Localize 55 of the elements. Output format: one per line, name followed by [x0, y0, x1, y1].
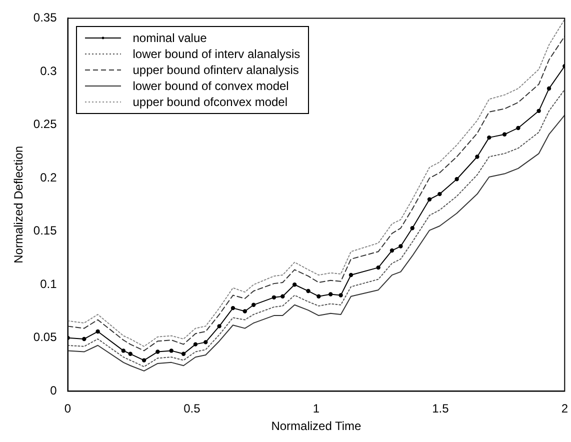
- point: [242, 309, 248, 314]
- x-tick-label: 2: [561, 402, 568, 416]
- point: [128, 352, 132, 356]
- legend-label: lower bound of interv alanalysis: [132, 46, 300, 62]
- point: [230, 306, 236, 310]
- point: [292, 282, 297, 287]
- point: [438, 192, 442, 196]
- x-tick-label: 0.5: [184, 402, 201, 416]
- point: [390, 248, 394, 253]
- point: [546, 86, 552, 91]
- point: [252, 302, 256, 307]
- point: [82, 336, 86, 342]
- y-tick-label: 0: [50, 384, 58, 398]
- point: [376, 265, 380, 270]
- point: [306, 288, 310, 294]
- legend-label: upper bound ofconvex model: [132, 94, 288, 110]
- x-tick-label: 1: [312, 402, 320, 416]
- point: [169, 348, 174, 353]
- y-tick-label: 0.3: [40, 64, 58, 78]
- legend-label: upper bound ofinterv alanalysis: [132, 62, 299, 78]
- point: [280, 294, 285, 298]
- point: [338, 293, 343, 298]
- point: [536, 108, 541, 114]
- point: [193, 342, 198, 346]
- y-tick-label: 0.35: [33, 10, 58, 25]
- y-axis-title: Normalized Deflection: [12, 146, 26, 264]
- legend-label: nominal value: [132, 30, 207, 46]
- x-tick-label: 0: [64, 402, 72, 416]
- legend-label: lower bound of convex model: [132, 78, 289, 94]
- point: [328, 292, 333, 296]
- point: [454, 177, 459, 182]
- point: [487, 135, 492, 140]
- point: [398, 244, 403, 248]
- point: [156, 350, 160, 354]
- point: [410, 226, 414, 230]
- point: [217, 324, 222, 328]
- point: [348, 272, 354, 278]
- point: [516, 126, 520, 130]
- y-tick-label: 0.05: [33, 330, 58, 344]
- point: [142, 358, 146, 362]
- point: [121, 348, 126, 353]
- y-tick-label: 0.1: [40, 276, 58, 291]
- x-axis-title: Normalized Time: [271, 419, 362, 434]
- point: [181, 352, 186, 356]
- point: [427, 197, 432, 202]
- y-tick-label: 0.2: [40, 170, 58, 184]
- point: [96, 329, 100, 334]
- y-tick-label: 0.15: [33, 224, 58, 238]
- point: [316, 294, 321, 298]
- x-tick-label: 1.5: [432, 402, 450, 416]
- y-tick-label: 0.25: [33, 117, 58, 132]
- point: [204, 340, 208, 344]
- point: [502, 132, 507, 136]
- point: [475, 154, 480, 159]
- point: [272, 295, 276, 300]
